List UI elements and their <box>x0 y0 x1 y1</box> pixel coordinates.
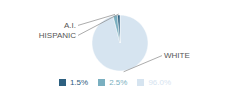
html-text:1.5%: 1.5% <box>69 78 89 87</box>
svg-text:A.I.: A.I. <box>64 21 76 30</box>
html-text:96.0%: 96.0% <box>148 78 172 87</box>
html-text:2.5%: 2.5% <box>109 78 128 87</box>
svg-text:WHITE: WHITE <box>164 51 190 60</box>
svg-text:HISPANIC: HISPANIC <box>39 31 76 40</box>
